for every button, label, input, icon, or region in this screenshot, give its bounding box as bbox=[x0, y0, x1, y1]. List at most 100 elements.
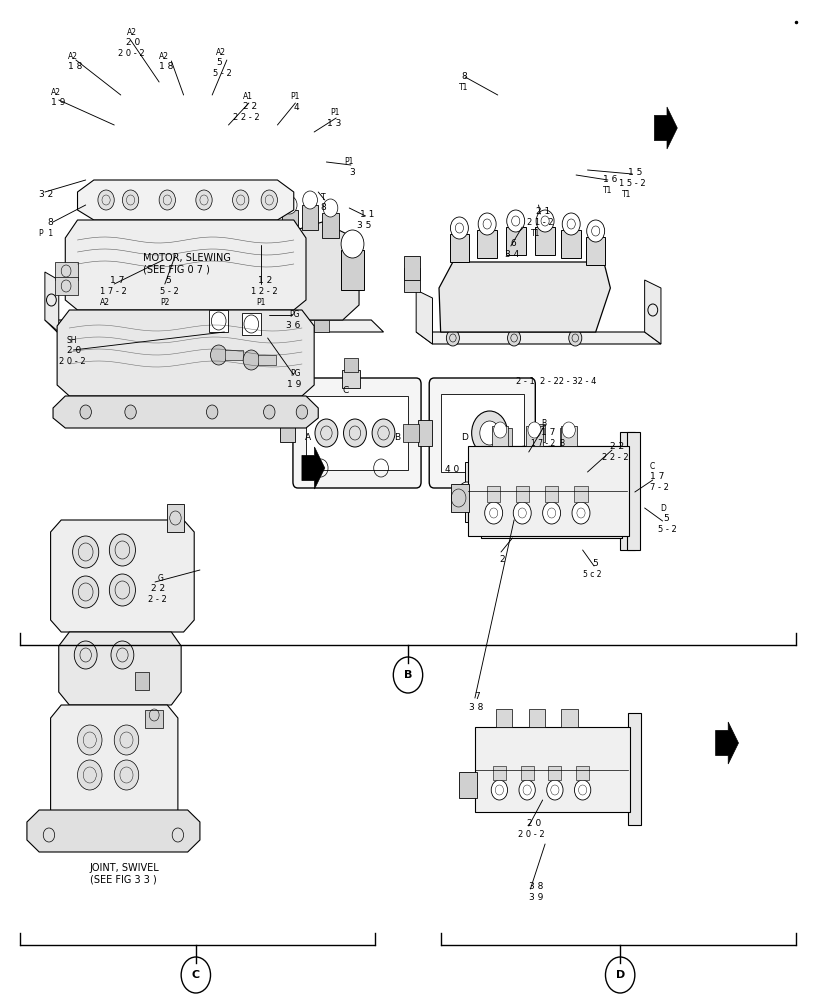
Text: 5: 5 bbox=[165, 276, 171, 285]
Bar bbox=[627, 432, 640, 550]
Text: JOINT, SWIVEL: JOINT, SWIVEL bbox=[90, 863, 159, 873]
Circle shape bbox=[514, 466, 534, 490]
Bar bbox=[465, 462, 485, 522]
Circle shape bbox=[562, 422, 575, 438]
Text: 5: 5 bbox=[663, 514, 669, 523]
Text: 5 - 2: 5 - 2 bbox=[160, 287, 179, 296]
Circle shape bbox=[114, 725, 139, 755]
Circle shape bbox=[243, 350, 259, 370]
Circle shape bbox=[264, 405, 275, 419]
Text: 3 8: 3 8 bbox=[469, 703, 484, 712]
Polygon shape bbox=[65, 220, 306, 310]
Polygon shape bbox=[481, 446, 622, 538]
Text: 2 0: 2 0 bbox=[126, 38, 140, 47]
Bar bbox=[628, 713, 641, 825]
Bar bbox=[306, 396, 408, 470]
Circle shape bbox=[543, 502, 561, 524]
Bar bbox=[133, 220, 153, 252]
Text: 2 1 - 2: 2 1 - 2 bbox=[527, 218, 554, 227]
Circle shape bbox=[182, 194, 202, 218]
Bar bbox=[342, 370, 360, 388]
Circle shape bbox=[233, 190, 249, 210]
Circle shape bbox=[261, 190, 277, 210]
Text: P1: P1 bbox=[290, 92, 299, 101]
Bar bbox=[493, 766, 506, 780]
Circle shape bbox=[282, 196, 297, 214]
Bar bbox=[157, 216, 177, 248]
Text: A2: A2 bbox=[51, 88, 60, 97]
Polygon shape bbox=[645, 280, 661, 344]
Bar bbox=[259, 220, 279, 252]
Bar bbox=[517, 446, 531, 466]
Circle shape bbox=[303, 191, 317, 209]
Text: 2 0: 2 0 bbox=[67, 346, 81, 355]
Text: 2: 2 bbox=[499, 555, 505, 564]
Bar bbox=[451, 484, 469, 512]
Text: 1 6: 1 6 bbox=[603, 175, 618, 184]
Text: 3 6: 3 6 bbox=[286, 321, 300, 330]
Bar bbox=[404, 256, 420, 280]
Circle shape bbox=[543, 446, 557, 462]
Polygon shape bbox=[716, 722, 738, 764]
Bar bbox=[209, 310, 228, 332]
Bar bbox=[182, 212, 202, 244]
Polygon shape bbox=[45, 272, 59, 332]
Polygon shape bbox=[253, 222, 359, 320]
Text: 2 2 - 2: 2 2 - 2 bbox=[602, 453, 629, 462]
Text: 2 - 1  2 - 22 - 32 - 4: 2 - 1 2 - 22 - 32 - 4 bbox=[516, 377, 596, 386]
Circle shape bbox=[488, 470, 508, 494]
Text: B: B bbox=[394, 433, 401, 442]
Text: 3 9: 3 9 bbox=[529, 893, 543, 902]
Bar bbox=[418, 420, 432, 446]
Circle shape bbox=[519, 780, 535, 800]
Bar bbox=[55, 262, 78, 280]
Bar bbox=[561, 426, 577, 446]
Circle shape bbox=[341, 230, 364, 258]
Circle shape bbox=[494, 422, 507, 438]
Text: 1 3: 1 3 bbox=[327, 119, 342, 128]
Bar bbox=[145, 710, 163, 728]
Circle shape bbox=[540, 466, 560, 490]
Polygon shape bbox=[45, 320, 384, 332]
Circle shape bbox=[472, 411, 508, 455]
Text: 8: 8 bbox=[321, 203, 326, 212]
Bar bbox=[282, 210, 298, 235]
Circle shape bbox=[570, 450, 583, 466]
Circle shape bbox=[572, 502, 590, 524]
Text: 2 0 - 2: 2 0 - 2 bbox=[59, 357, 86, 366]
Text: 7 - 2: 7 - 2 bbox=[650, 483, 668, 492]
Circle shape bbox=[206, 405, 218, 419]
Bar bbox=[235, 212, 255, 244]
Circle shape bbox=[74, 641, 97, 669]
Circle shape bbox=[485, 502, 503, 524]
Bar bbox=[506, 227, 526, 255]
Bar bbox=[92, 250, 112, 280]
Bar bbox=[314, 320, 329, 332]
Circle shape bbox=[566, 470, 586, 494]
Circle shape bbox=[114, 760, 139, 790]
Circle shape bbox=[480, 421, 499, 445]
Bar bbox=[620, 432, 635, 550]
Polygon shape bbox=[302, 447, 325, 489]
Text: 1 7: 1 7 bbox=[110, 276, 125, 285]
Polygon shape bbox=[416, 332, 661, 344]
Bar bbox=[529, 424, 545, 442]
Circle shape bbox=[536, 210, 554, 232]
Text: 2 2: 2 2 bbox=[151, 584, 165, 593]
Text: B: B bbox=[541, 419, 546, 428]
Text: A2: A2 bbox=[216, 48, 226, 57]
Text: 1 8: 1 8 bbox=[159, 62, 174, 71]
Circle shape bbox=[73, 576, 99, 608]
Text: 1 2 - 2: 1 2 - 2 bbox=[251, 287, 278, 296]
Circle shape bbox=[315, 419, 338, 447]
Bar bbox=[487, 486, 500, 502]
Circle shape bbox=[562, 213, 580, 235]
Text: (SEE FIG 0 7 ): (SEE FIG 0 7 ) bbox=[143, 265, 210, 275]
FancyBboxPatch shape bbox=[429, 378, 535, 488]
Circle shape bbox=[78, 725, 102, 755]
Bar bbox=[569, 450, 583, 470]
Text: A: A bbox=[305, 433, 312, 442]
Text: 1 7 - 2: 1 7 - 2 bbox=[100, 287, 126, 296]
Text: A2: A2 bbox=[126, 28, 136, 37]
Text: 2 2 - 2: 2 2 - 2 bbox=[233, 113, 260, 122]
